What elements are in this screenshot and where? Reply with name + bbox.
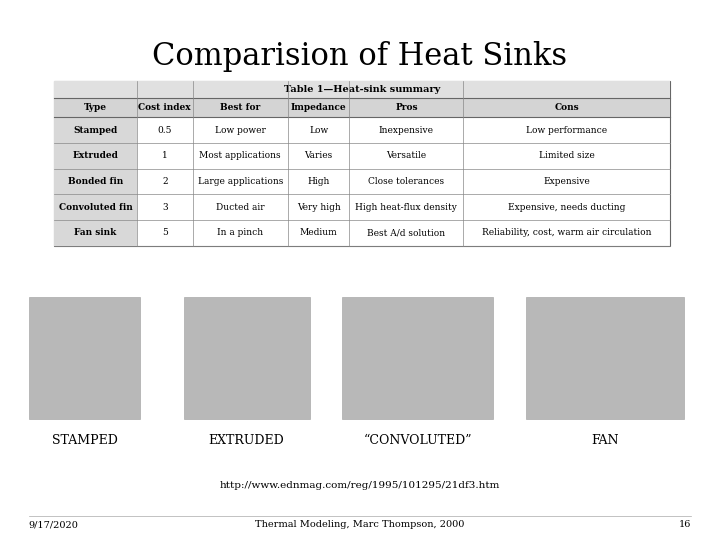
Bar — [54, 117, 137, 143]
Bar — [54, 98, 670, 117]
Text: http://www.ednmag.com/reg/1995/101295/21df3.htm: http://www.ednmag.com/reg/1995/101295/21… — [220, 482, 500, 490]
Text: Cost index: Cost index — [138, 103, 191, 112]
Text: Thermal Modeling, Marc Thompson, 2000: Thermal Modeling, Marc Thompson, 2000 — [256, 521, 464, 529]
Bar — [54, 143, 137, 168]
Text: Large applications: Large applications — [197, 177, 283, 186]
Text: Close tolerances: Close tolerances — [369, 177, 444, 186]
Text: 2: 2 — [162, 177, 168, 186]
Text: Medium: Medium — [300, 228, 338, 238]
Bar — [54, 81, 670, 246]
Text: 3: 3 — [162, 202, 168, 212]
Text: Comparision of Heat Sinks: Comparision of Heat Sinks — [153, 41, 567, 72]
Text: “CONVOLUTED”: “CONVOLUTED” — [364, 434, 472, 447]
Text: 0.5: 0.5 — [158, 126, 172, 134]
Bar — [342, 297, 493, 418]
Text: Low: Low — [309, 126, 328, 134]
Text: High: High — [307, 177, 330, 186]
Text: FAN: FAN — [591, 434, 618, 447]
Text: Best for: Best for — [220, 103, 261, 112]
Text: Impedance: Impedance — [291, 103, 346, 112]
Text: Fan sink: Fan sink — [74, 228, 117, 238]
Text: Cons: Cons — [554, 103, 579, 112]
Text: Table 1—Heat-sink summary: Table 1—Heat-sink summary — [284, 85, 440, 94]
Text: 9/17/2020: 9/17/2020 — [29, 521, 78, 529]
Text: Inexpensive: Inexpensive — [379, 126, 434, 134]
Text: Versatile: Versatile — [387, 151, 426, 160]
Bar — [54, 194, 137, 220]
Bar — [29, 297, 140, 418]
Text: Limited size: Limited size — [539, 151, 595, 160]
Text: EXTRUDED: EXTRUDED — [209, 434, 284, 447]
Bar — [54, 81, 670, 98]
Text: In a pinch: In a pinch — [217, 228, 264, 238]
Text: Extruded: Extruded — [73, 151, 119, 160]
Text: STAMPED: STAMPED — [52, 434, 117, 447]
Bar — [54, 220, 137, 246]
Bar — [54, 168, 137, 194]
Text: Ducted air: Ducted air — [216, 202, 264, 212]
Text: Very high: Very high — [297, 202, 341, 212]
Text: 5: 5 — [162, 228, 168, 238]
Text: 16: 16 — [679, 521, 691, 529]
Text: Varies: Varies — [305, 151, 333, 160]
Bar — [526, 297, 684, 418]
Text: Bonded fin: Bonded fin — [68, 177, 123, 186]
Text: Expensive, needs ducting: Expensive, needs ducting — [508, 202, 625, 212]
Text: Convoluted fin: Convoluted fin — [58, 202, 132, 212]
Text: Stamped: Stamped — [73, 126, 117, 134]
Text: Type: Type — [84, 103, 107, 112]
Text: Low performance: Low performance — [526, 126, 607, 134]
Text: 1: 1 — [162, 151, 168, 160]
Text: Low power: Low power — [215, 126, 266, 134]
Bar — [184, 297, 310, 418]
Text: Reliability, cost, warm air circulation: Reliability, cost, warm air circulation — [482, 228, 651, 238]
Text: Best A/d solution: Best A/d solution — [367, 228, 446, 238]
Text: Pros: Pros — [395, 103, 418, 112]
Text: High heat-flux density: High heat-flux density — [356, 202, 457, 212]
Text: Most applications: Most applications — [199, 151, 281, 160]
Text: Expensive: Expensive — [543, 177, 590, 186]
